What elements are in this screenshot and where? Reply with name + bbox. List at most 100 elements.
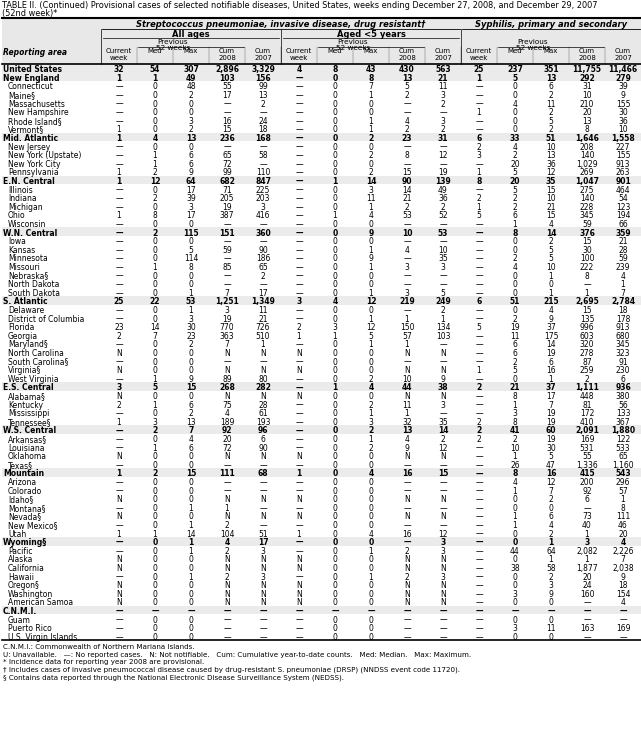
Text: —: —: [115, 426, 122, 435]
Text: 363: 363: [220, 332, 235, 341]
Text: —: —: [115, 357, 123, 366]
Text: 2,784: 2,784: [611, 297, 635, 306]
Text: 0: 0: [333, 470, 338, 479]
Text: 0: 0: [333, 263, 337, 272]
Text: 2: 2: [549, 495, 553, 504]
Text: 1: 1: [117, 134, 122, 143]
Text: —: —: [583, 616, 591, 625]
Text: 92: 92: [582, 487, 592, 496]
Text: Pacific: Pacific: [8, 547, 33, 556]
Text: 0: 0: [333, 521, 337, 530]
Text: —: —: [475, 392, 483, 401]
Text: N: N: [260, 589, 266, 598]
Text: 4: 4: [549, 220, 553, 229]
Text: 2: 2: [549, 91, 553, 100]
Text: Wisconsin: Wisconsin: [8, 220, 46, 229]
Text: —: —: [296, 211, 303, 220]
Text: N: N: [260, 452, 266, 461]
Text: 57: 57: [402, 332, 412, 341]
Text: 0: 0: [333, 142, 337, 151]
Text: 54: 54: [618, 194, 628, 203]
Text: 36: 36: [438, 194, 448, 203]
Text: 351: 351: [543, 65, 559, 74]
Text: Georgia: Georgia: [8, 332, 38, 341]
Text: 72: 72: [222, 443, 232, 452]
Text: —: —: [115, 151, 123, 160]
Text: —: —: [403, 607, 411, 616]
Text: 0: 0: [153, 220, 158, 229]
Text: —: —: [475, 349, 483, 358]
Text: —: —: [475, 125, 483, 134]
Text: 0: 0: [333, 108, 337, 117]
Text: 0: 0: [549, 616, 553, 625]
Text: 13: 13: [402, 426, 412, 435]
Bar: [2, 606, 641, 614]
Text: 0: 0: [153, 616, 158, 625]
Text: 71: 71: [222, 186, 232, 195]
Text: —: —: [439, 624, 447, 633]
Text: C.N.M.I.: C.N.M.I.: [3, 607, 37, 616]
Text: —: —: [115, 100, 123, 109]
Text: 3: 3: [476, 151, 481, 160]
Text: —: —: [296, 306, 303, 315]
Text: —: —: [296, 280, 303, 289]
Text: —: —: [115, 108, 123, 117]
Bar: [2, 425, 641, 434]
Text: 0: 0: [513, 374, 517, 383]
Text: 1,160: 1,160: [612, 461, 634, 470]
Text: —: —: [475, 452, 483, 461]
Text: 2,038: 2,038: [612, 564, 634, 573]
Text: 56: 56: [618, 401, 628, 410]
Text: 0: 0: [513, 82, 517, 91]
Text: 87: 87: [582, 357, 592, 366]
Text: California: California: [8, 564, 45, 573]
Text: 380: 380: [616, 392, 630, 401]
Text: —: —: [296, 263, 303, 272]
Text: —: —: [475, 255, 483, 264]
Text: 37: 37: [545, 383, 556, 392]
Text: N: N: [260, 349, 266, 358]
Text: 2,695: 2,695: [575, 297, 599, 306]
Text: 20: 20: [510, 177, 520, 186]
Text: 12: 12: [150, 177, 160, 186]
Text: 169: 169: [579, 435, 594, 444]
Text: 0: 0: [333, 624, 337, 633]
Text: 1,111: 1,111: [575, 383, 599, 392]
Text: 8: 8: [332, 65, 338, 74]
Text: 1,880: 1,880: [611, 426, 635, 435]
Text: 1: 1: [585, 556, 589, 565]
Text: 0: 0: [188, 108, 194, 117]
Text: 0: 0: [333, 443, 337, 452]
Text: Guam: Guam: [8, 616, 31, 625]
Text: 3: 3: [440, 539, 445, 548]
Text: —: —: [403, 624, 411, 633]
Text: 10: 10: [546, 194, 556, 203]
Text: 9: 9: [549, 589, 553, 598]
Text: 0: 0: [369, 357, 374, 366]
Bar: [2, 537, 641, 545]
Text: 387: 387: [220, 211, 234, 220]
Text: 33: 33: [510, 134, 520, 143]
Text: 73: 73: [582, 512, 592, 521]
Text: Pennsylvania: Pennsylvania: [8, 169, 58, 178]
Text: N: N: [440, 556, 446, 565]
Text: 0: 0: [333, 100, 337, 109]
Text: 770: 770: [220, 324, 235, 333]
Text: 320: 320: [579, 340, 594, 349]
Text: —: —: [115, 443, 123, 452]
Text: 23: 23: [402, 134, 412, 143]
Text: 11: 11: [546, 624, 556, 633]
Text: 1: 1: [549, 556, 553, 565]
Text: —: —: [296, 616, 303, 625]
Text: 4: 4: [513, 263, 517, 272]
Text: 30: 30: [546, 443, 556, 452]
Text: 65: 65: [618, 452, 628, 461]
Text: 360: 360: [255, 228, 271, 237]
Text: —: —: [475, 280, 483, 289]
Text: Texas§: Texas§: [8, 461, 33, 470]
Text: 1: 1: [513, 220, 517, 229]
Text: N: N: [224, 495, 230, 504]
Text: 39: 39: [618, 82, 628, 91]
Text: 28: 28: [619, 246, 628, 255]
Text: Wyoming§: Wyoming§: [3, 539, 47, 548]
